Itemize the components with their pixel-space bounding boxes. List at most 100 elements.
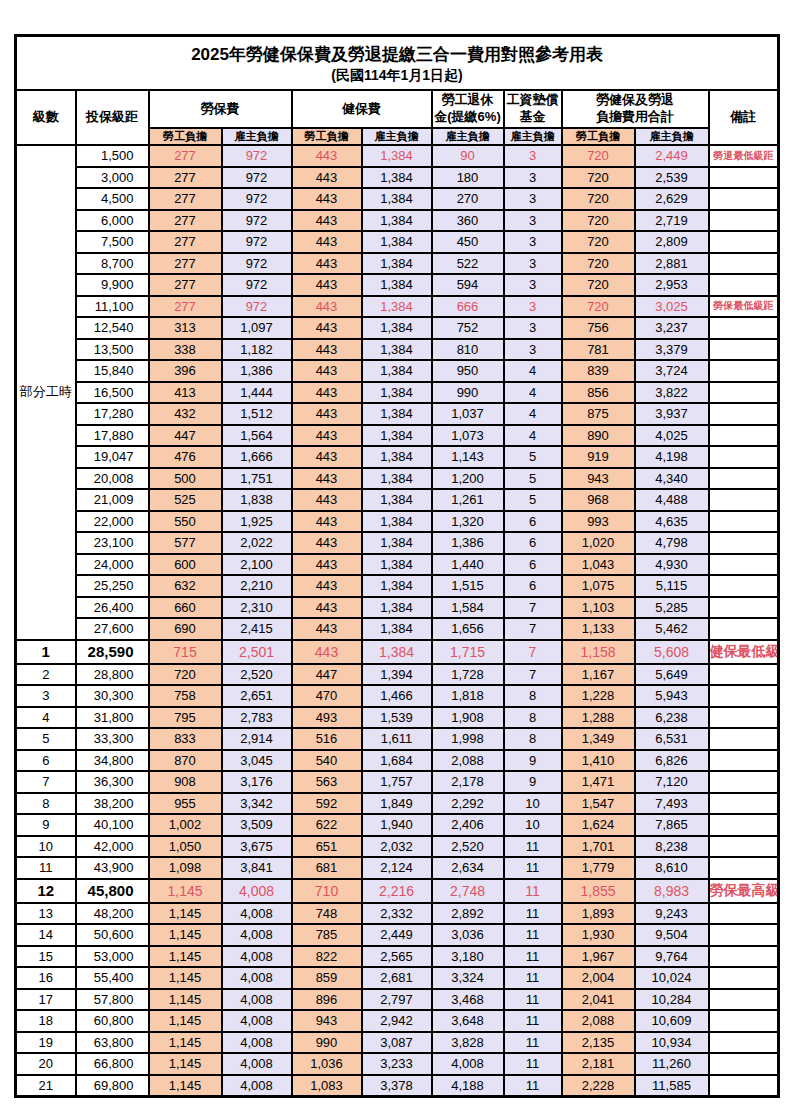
bracket-cell: 33,300 [76, 728, 149, 750]
page-subtitle: (民國114年1月1日起) [17, 67, 777, 84]
total-worker-cell: 2,181 [562, 1053, 635, 1075]
table-row: 26,4006602,3104431,3841,58471,1035,285 [16, 597, 779, 619]
health-worker-cell: 443 [292, 597, 362, 619]
wage-fund-employer-cell: 3 [504, 253, 562, 275]
labor-employer-cell: 1,925 [222, 511, 292, 533]
pension-employer-cell: 3,180 [432, 946, 504, 968]
total-employer-cell: 5,943 [635, 685, 709, 707]
health-worker-cell: 443 [292, 575, 362, 597]
bracket-cell: 57,800 [76, 989, 149, 1011]
bracket-cell: 53,000 [76, 946, 149, 968]
labor-worker-cell: 955 [149, 793, 222, 815]
table-row: 1963,8001,1454,0089903,0873,828112,13510… [16, 1032, 779, 1054]
remark-cell [709, 446, 779, 468]
remark-cell [709, 664, 779, 686]
level-cell: 16 [16, 967, 76, 989]
labor-worker-cell: 277 [149, 231, 222, 253]
bracket-cell: 69,800 [76, 1075, 149, 1097]
wage-fund-employer-cell: 3 [504, 231, 562, 253]
health-worker-cell: 443 [292, 403, 362, 425]
health-employer-cell: 3,378 [362, 1075, 432, 1097]
labor-worker-cell: 1,145 [149, 924, 222, 946]
total-employer-cell: 10,934 [635, 1032, 709, 1054]
remark-cell [709, 728, 779, 750]
table-row: 11,1002779724431,38466637203,025勞保最低級距 [16, 296, 779, 318]
pension-employer-cell: 3,828 [432, 1032, 504, 1054]
labor-worker-cell: 833 [149, 728, 222, 750]
header-row-main: 級數 投保級距 勞保費 健保費 勞工退休 金(提繳6%) 工資墊償 基金 勞健保… [16, 90, 779, 128]
total-header-line1: 勞健保及勞退 [596, 92, 674, 107]
wage-fund-employer-cell: 4 [504, 382, 562, 404]
level-cell: 10 [16, 836, 76, 858]
total-employer-cell: 5,462 [635, 618, 709, 640]
total-worker-cell: 1,349 [562, 728, 635, 750]
health-worker-cell: 443 [292, 468, 362, 490]
level-cell: 21 [16, 1075, 76, 1097]
labor-worker-cell: 1,145 [149, 1075, 222, 1097]
bracket-cell: 6,000 [76, 210, 149, 232]
remark-cell [709, 210, 779, 232]
pension-employer-cell: 950 [432, 360, 504, 382]
pension-employer-cell: 2,748 [432, 879, 504, 903]
total-worker-cell: 1,701 [562, 836, 635, 858]
pension-employer-cell: 1,584 [432, 597, 504, 619]
wage-fund-employer-cell: 9 [504, 771, 562, 793]
level-cell: 12 [16, 879, 76, 903]
table-row: 12,5403131,0974431,38475237563,237 [16, 317, 779, 339]
wage-fund-employer-cell: 3 [504, 167, 562, 189]
bracket-cell: 15,840 [76, 360, 149, 382]
table-row: 838,2009553,3425921,8492,292101,5477,493 [16, 793, 779, 815]
level-cell: 9 [16, 814, 76, 836]
labor-worker-cell: 720 [149, 664, 222, 686]
pension-employer-cell: 1,320 [432, 511, 504, 533]
labor-employer-cell: 2,914 [222, 728, 292, 750]
remark-cell [709, 967, 779, 989]
pension-employer-cell: 1,728 [432, 664, 504, 686]
wage-fund-employer-cell: 7 [504, 664, 562, 686]
labor-worker-cell: 632 [149, 575, 222, 597]
table-row: 6,0002779724431,38436037202,719 [16, 210, 779, 232]
bracket-cell: 60,800 [76, 1010, 149, 1032]
total-worker-cell: 1,410 [562, 750, 635, 772]
total-worker-cell: 1,624 [562, 814, 635, 836]
health-employer-cell: 1,384 [362, 425, 432, 447]
labor-worker-cell: 500 [149, 468, 222, 490]
table-row: 3,0002779724431,38418037202,539 [16, 167, 779, 189]
health-employer-cell: 1,684 [362, 750, 432, 772]
total-worker-cell: 1,855 [562, 879, 635, 903]
bracket-cell: 9,900 [76, 274, 149, 296]
table-row: 330,3007582,6514701,4661,81881,2285,943 [16, 685, 779, 707]
health-worker-cell: 443 [292, 382, 362, 404]
health-worker-cell: 443 [292, 511, 362, 533]
health-worker-cell: 896 [292, 989, 362, 1011]
pension-employer-cell: 1,908 [432, 707, 504, 729]
total-worker-cell: 720 [562, 188, 635, 210]
health-worker-cell: 651 [292, 836, 362, 858]
table-row: 8,7002779724431,38452237202,881 [16, 253, 779, 275]
wage-fund-employer-cell: 3 [504, 296, 562, 318]
table-row: 1553,0001,1454,0088222,5653,180111,9679,… [16, 946, 779, 968]
remark-cell [709, 1010, 779, 1032]
bracket-cell: 28,590 [76, 640, 149, 664]
total-worker-cell: 720 [562, 231, 635, 253]
health-worker-cell: 443 [292, 618, 362, 640]
total-employer-cell: 4,025 [635, 425, 709, 447]
labor-worker-cell: 795 [149, 707, 222, 729]
col-header-level: 級數 [16, 90, 76, 145]
fee-reference-table: 2025年勞健保保費及勞退提繳三合一費用對照參考用表 (民國114年1月1日起)… [14, 34, 780, 1098]
bracket-cell: 23,100 [76, 532, 149, 554]
pension-employer-cell: 990 [432, 382, 504, 404]
table-row: 17,8804471,5644431,3841,07348904,025 [16, 425, 779, 447]
remark-cell [709, 468, 779, 490]
table-row: 20,0085001,7514431,3841,20059434,340 [16, 468, 779, 490]
health-worker-cell: 540 [292, 750, 362, 772]
pension-employer-cell: 2,520 [432, 836, 504, 858]
bracket-cell: 28,800 [76, 664, 149, 686]
labor-worker-cell: 1,002 [149, 814, 222, 836]
total-worker-cell: 1,103 [562, 597, 635, 619]
bracket-cell: 27,600 [76, 618, 149, 640]
remark-cell [709, 554, 779, 576]
labor-worker-cell: 1,145 [149, 903, 222, 925]
pension-employer-cell: 4,008 [432, 1053, 504, 1075]
wage-fund-employer-cell: 5 [504, 468, 562, 490]
